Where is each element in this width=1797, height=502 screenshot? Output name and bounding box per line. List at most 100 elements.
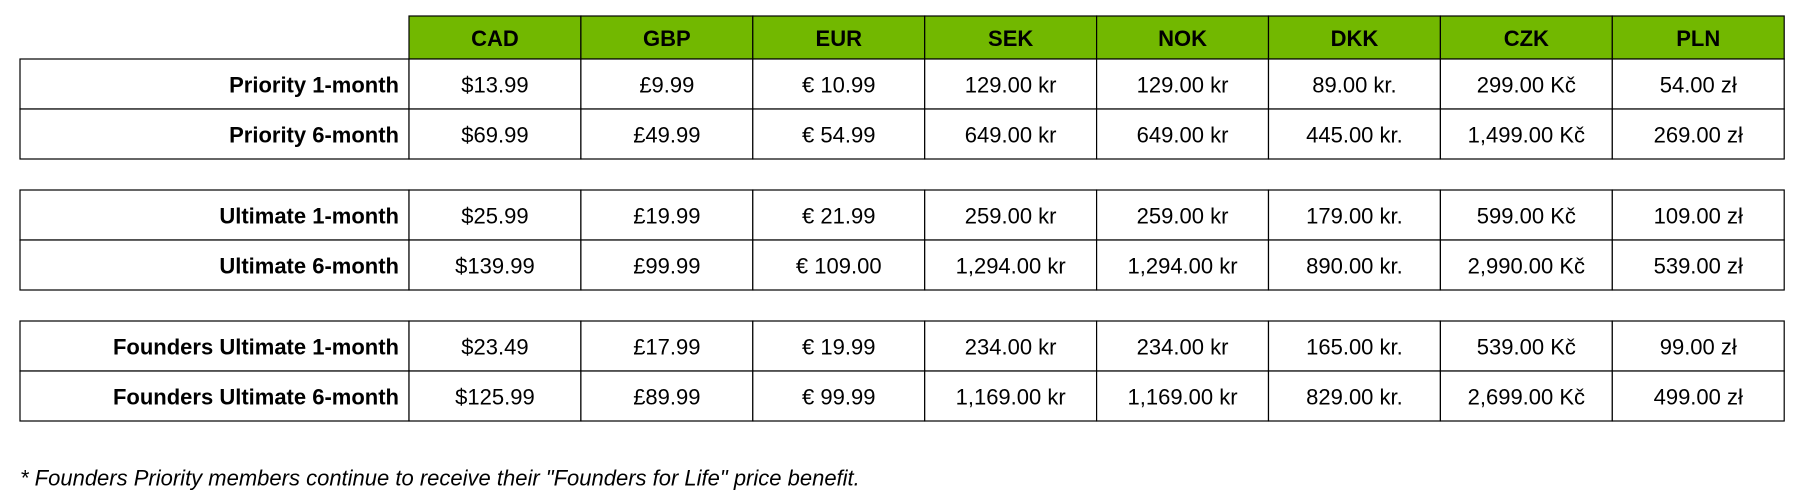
price: £19.99: [633, 204, 700, 229]
price-cell: [408, 58, 582, 110]
price-cell: [1611, 320, 1785, 372]
price: 2,699.00 Kč: [1468, 385, 1585, 410]
price: 1,169.00 kr: [956, 385, 1066, 410]
price-cell: [408, 370, 582, 422]
price-cell: [1095, 320, 1270, 372]
price: 234.00 kr: [965, 335, 1057, 360]
price-cell: [924, 239, 1098, 291]
price-cell: [580, 189, 754, 241]
row-label: Priority 6-month: [229, 123, 399, 148]
column-header: CZK: [1504, 26, 1549, 51]
price: $13.99: [461, 73, 528, 98]
column-header: SEK: [988, 26, 1033, 51]
price: $25.99: [461, 204, 528, 229]
row-label: Founders Ultimate 1-month: [113, 335, 399, 360]
price-cell: [1095, 370, 1270, 422]
price: £99.99: [633, 254, 700, 279]
price-cell: [752, 320, 926, 372]
price: 829.00 kr.: [1306, 385, 1403, 410]
row-label-cell: [19, 108, 410, 160]
price-cell: [580, 108, 754, 160]
price-cell: [1439, 239, 1613, 291]
column-header: EUR: [816, 26, 863, 51]
price-cell: [408, 108, 582, 160]
price-cell: [924, 370, 1098, 422]
price-cell: [1611, 239, 1785, 291]
price: £9.99: [639, 73, 694, 98]
price-cell: [1439, 108, 1613, 160]
price: 1,294.00 kr: [956, 254, 1066, 279]
price: 269.00 zł: [1654, 123, 1743, 148]
price: 1,294.00 kr: [1128, 254, 1238, 279]
price-cell: [1095, 58, 1270, 110]
price-cell: [1095, 108, 1270, 160]
price: 99.00 zł: [1660, 335, 1737, 360]
price-cell: [924, 320, 1098, 372]
column-header: GBP: [643, 26, 691, 51]
price: 499.00 zł: [1654, 385, 1743, 410]
price: £17.99: [633, 335, 700, 360]
price: 890.00 kr.: [1306, 254, 1403, 279]
header-cell: [580, 15, 754, 60]
price-cell: [1267, 239, 1441, 291]
price: 649.00 kr: [965, 123, 1057, 148]
price-cell: [580, 239, 754, 291]
price: 259.00 kr: [965, 204, 1057, 229]
price: 299.00 Kč: [1477, 73, 1576, 98]
price: 165.00 kr.: [1306, 335, 1403, 360]
price: 234.00 kr: [1137, 335, 1229, 360]
price: £49.99: [633, 123, 700, 148]
header-cell: [1267, 15, 1441, 60]
price: 129.00 kr: [965, 73, 1057, 98]
price: € 109.00: [796, 254, 882, 279]
price-cell: [408, 320, 582, 372]
price: 179.00 kr.: [1306, 204, 1403, 229]
price: 599.00 Kč: [1477, 204, 1576, 229]
price: 1,499.00 Kč: [1468, 123, 1585, 148]
footnote: * Founders Priority members continue to …: [20, 466, 860, 491]
price: $23.49: [461, 335, 528, 360]
price-cell: [580, 370, 754, 422]
price: 539.00 zł: [1654, 254, 1743, 279]
price-cell: [752, 239, 926, 291]
price: 109.00 zł: [1654, 204, 1743, 229]
price-cell: [1267, 320, 1441, 372]
row-label-cell: [19, 239, 410, 291]
price-cell: [1611, 108, 1785, 160]
row-label: Founders Ultimate 6-month: [113, 385, 399, 410]
price-cell: [1439, 370, 1613, 422]
price: € 54.99: [802, 123, 875, 148]
price: 89.00 kr.: [1312, 73, 1396, 98]
price-cell: [580, 320, 754, 372]
price: 649.00 kr: [1137, 123, 1229, 148]
price-cell: [924, 189, 1098, 241]
header-cell: [752, 15, 926, 60]
row-label: Ultimate 1-month: [219, 204, 399, 229]
row-label-cell: [19, 320, 410, 372]
price: $125.99: [455, 385, 535, 410]
price: $69.99: [461, 123, 528, 148]
header-cell: [1611, 15, 1785, 60]
price-cell: [752, 108, 926, 160]
price: £89.99: [633, 385, 700, 410]
column-header: PLN: [1676, 26, 1720, 51]
price: € 19.99: [802, 335, 875, 360]
row-label-cell: [19, 189, 410, 241]
price: 539.00 Kč: [1477, 335, 1576, 360]
price-cell: [1267, 370, 1441, 422]
price-cell: [1095, 239, 1270, 291]
row-label: Ultimate 6-month: [219, 254, 399, 279]
price-cell: [924, 108, 1098, 160]
price: € 21.99: [802, 204, 875, 229]
price-cell: [752, 58, 926, 110]
row-label: Priority 1-month: [229, 73, 399, 98]
price: 259.00 kr: [1137, 204, 1229, 229]
price: $139.99: [455, 254, 535, 279]
column-header: DKK: [1331, 26, 1379, 51]
price: € 10.99: [802, 73, 875, 98]
price: 2,990.00 Kč: [1468, 254, 1585, 279]
header-cell: [408, 15, 582, 60]
price: 129.00 kr: [1137, 73, 1229, 98]
price-cell: [752, 370, 926, 422]
